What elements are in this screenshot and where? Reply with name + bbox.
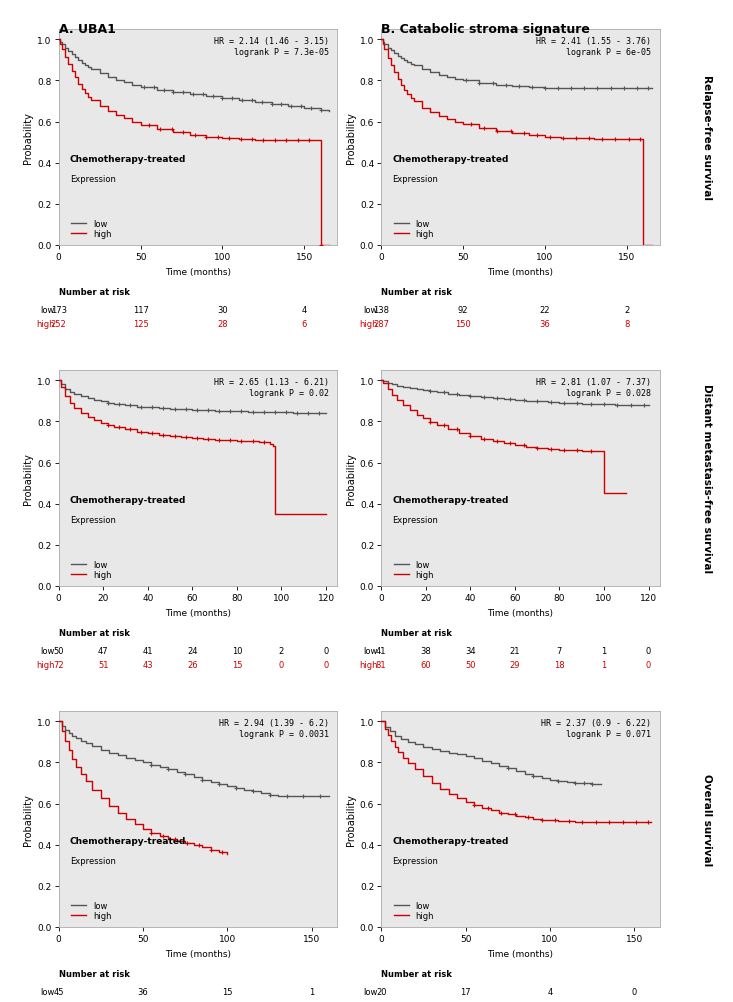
Text: 34: 34 bbox=[465, 646, 476, 655]
Text: 15: 15 bbox=[232, 660, 242, 669]
Text: 49: 49 bbox=[376, 1001, 386, 1002]
Text: 92: 92 bbox=[458, 306, 468, 315]
Text: 13: 13 bbox=[138, 1001, 148, 1002]
Text: HR = 2.94 (1.39 - 6.2)
logrank P = 0.0031: HR = 2.94 (1.39 - 6.2) logrank P = 0.003… bbox=[219, 717, 329, 738]
Y-axis label: Probability: Probability bbox=[23, 112, 33, 163]
Y-axis label: Probability: Probability bbox=[346, 794, 356, 845]
Text: 50: 50 bbox=[54, 646, 64, 655]
Text: HR = 2.14 (1.46 - 3.15)
logrank P = 7.3e-05: HR = 2.14 (1.46 - 3.15) logrank P = 7.3e… bbox=[214, 36, 329, 57]
Text: 1: 1 bbox=[601, 660, 607, 669]
Text: 26: 26 bbox=[187, 660, 198, 669]
Text: 29: 29 bbox=[509, 660, 520, 669]
Text: high: high bbox=[37, 660, 55, 669]
Text: Time (months): Time (months) bbox=[165, 268, 231, 277]
Text: Chemotherapy-treated: Chemotherapy-treated bbox=[392, 155, 509, 164]
Text: 22: 22 bbox=[539, 306, 550, 315]
Text: 21: 21 bbox=[509, 646, 520, 655]
Text: Expression: Expression bbox=[70, 174, 116, 183]
Legend: low, high: low, high bbox=[394, 901, 434, 921]
Text: B. Catabolic stroma signature: B. Catabolic stroma signature bbox=[381, 23, 590, 36]
Text: Number at risk: Number at risk bbox=[59, 628, 130, 637]
Text: Expression: Expression bbox=[392, 515, 438, 524]
Text: 43: 43 bbox=[142, 660, 153, 669]
Text: 30: 30 bbox=[217, 306, 228, 315]
Text: 36: 36 bbox=[138, 987, 148, 996]
Legend: low, high: low, high bbox=[71, 219, 111, 239]
Legend: low, high: low, high bbox=[71, 901, 111, 921]
Text: 72: 72 bbox=[54, 660, 64, 669]
Text: Expression: Expression bbox=[392, 856, 438, 865]
Text: Number at risk: Number at risk bbox=[381, 628, 452, 637]
Y-axis label: Probability: Probability bbox=[23, 794, 33, 845]
Legend: low, high: low, high bbox=[71, 560, 111, 580]
Text: 41: 41 bbox=[376, 646, 386, 655]
Text: Time (months): Time (months) bbox=[487, 268, 553, 277]
Text: 50: 50 bbox=[465, 660, 476, 669]
Text: 125: 125 bbox=[133, 320, 149, 329]
Text: 0: 0 bbox=[632, 987, 637, 996]
Text: Expression: Expression bbox=[70, 856, 116, 865]
Legend: low, high: low, high bbox=[394, 219, 434, 239]
Text: 7: 7 bbox=[557, 646, 562, 655]
Text: Time (months): Time (months) bbox=[487, 949, 553, 958]
Text: 173: 173 bbox=[51, 306, 67, 315]
Text: high: high bbox=[359, 320, 377, 329]
Text: 51: 51 bbox=[98, 660, 108, 669]
Text: 0: 0 bbox=[646, 646, 651, 655]
Text: high: high bbox=[359, 1001, 377, 1002]
Text: Chemotherapy-treated: Chemotherapy-treated bbox=[392, 837, 509, 846]
Text: Time (months): Time (months) bbox=[165, 949, 231, 958]
Text: Relapse-free survival: Relapse-free survival bbox=[702, 75, 712, 200]
Text: 138: 138 bbox=[373, 306, 389, 315]
Text: 24: 24 bbox=[187, 646, 198, 655]
Text: HR = 2.41 (1.55 - 3.76)
logrank P = 6e-05: HR = 2.41 (1.55 - 3.76) logrank P = 6e-0… bbox=[537, 36, 652, 57]
Text: 10: 10 bbox=[232, 646, 242, 655]
Text: Number at risk: Number at risk bbox=[59, 288, 130, 297]
Text: Number at risk: Number at risk bbox=[381, 288, 452, 297]
Text: 6: 6 bbox=[302, 320, 307, 329]
Text: low: low bbox=[40, 306, 55, 315]
Text: 45: 45 bbox=[54, 987, 64, 996]
Text: low: low bbox=[40, 987, 55, 996]
Text: 18: 18 bbox=[554, 660, 564, 669]
Text: 4: 4 bbox=[302, 306, 307, 315]
Text: 287: 287 bbox=[373, 320, 389, 329]
Text: 4: 4 bbox=[548, 987, 553, 996]
Text: 1: 1 bbox=[601, 646, 607, 655]
Text: Chemotherapy-treated: Chemotherapy-treated bbox=[70, 155, 186, 164]
Text: low: low bbox=[363, 987, 377, 996]
Text: 8: 8 bbox=[625, 320, 630, 329]
Text: HR = 2.37 (0.9 - 6.22)
logrank P = 0.071: HR = 2.37 (0.9 - 6.22) logrank P = 0.071 bbox=[542, 717, 652, 738]
Text: 0: 0 bbox=[309, 1001, 314, 1002]
Y-axis label: Probability: Probability bbox=[23, 453, 33, 504]
Text: Distant metastasis-free survival: Distant metastasis-free survival bbox=[702, 384, 712, 573]
Text: Time (months): Time (months) bbox=[487, 608, 553, 617]
Text: 252: 252 bbox=[51, 320, 67, 329]
Text: high: high bbox=[359, 660, 377, 669]
Y-axis label: Probability: Probability bbox=[346, 453, 356, 504]
Text: 1: 1 bbox=[309, 987, 314, 996]
Text: high: high bbox=[37, 1001, 55, 1002]
Text: high: high bbox=[37, 320, 55, 329]
Text: Chemotherapy-treated: Chemotherapy-treated bbox=[70, 496, 186, 505]
Text: Number at risk: Number at risk bbox=[59, 969, 130, 978]
Legend: low, high: low, high bbox=[394, 560, 434, 580]
Text: Number at risk: Number at risk bbox=[381, 969, 452, 978]
Text: 2: 2 bbox=[279, 646, 284, 655]
Text: 0: 0 bbox=[279, 660, 284, 669]
Text: 0: 0 bbox=[646, 660, 651, 669]
Text: 47: 47 bbox=[98, 646, 108, 655]
Text: 15: 15 bbox=[222, 987, 232, 996]
Text: Overall survival: Overall survival bbox=[702, 774, 712, 865]
Text: 0: 0 bbox=[323, 660, 328, 669]
Text: 2: 2 bbox=[625, 306, 630, 315]
Text: 28: 28 bbox=[217, 320, 228, 329]
Text: low: low bbox=[363, 646, 377, 655]
Text: 32: 32 bbox=[460, 1001, 471, 1002]
Text: 38: 38 bbox=[420, 646, 431, 655]
Text: 0: 0 bbox=[323, 646, 328, 655]
Text: 17: 17 bbox=[460, 987, 471, 996]
Text: 11: 11 bbox=[545, 1001, 555, 1002]
Y-axis label: Probability: Probability bbox=[346, 112, 356, 163]
Text: HR = 2.65 (1.13 - 6.21)
logrank P = 0.02: HR = 2.65 (1.13 - 6.21) logrank P = 0.02 bbox=[214, 377, 329, 398]
